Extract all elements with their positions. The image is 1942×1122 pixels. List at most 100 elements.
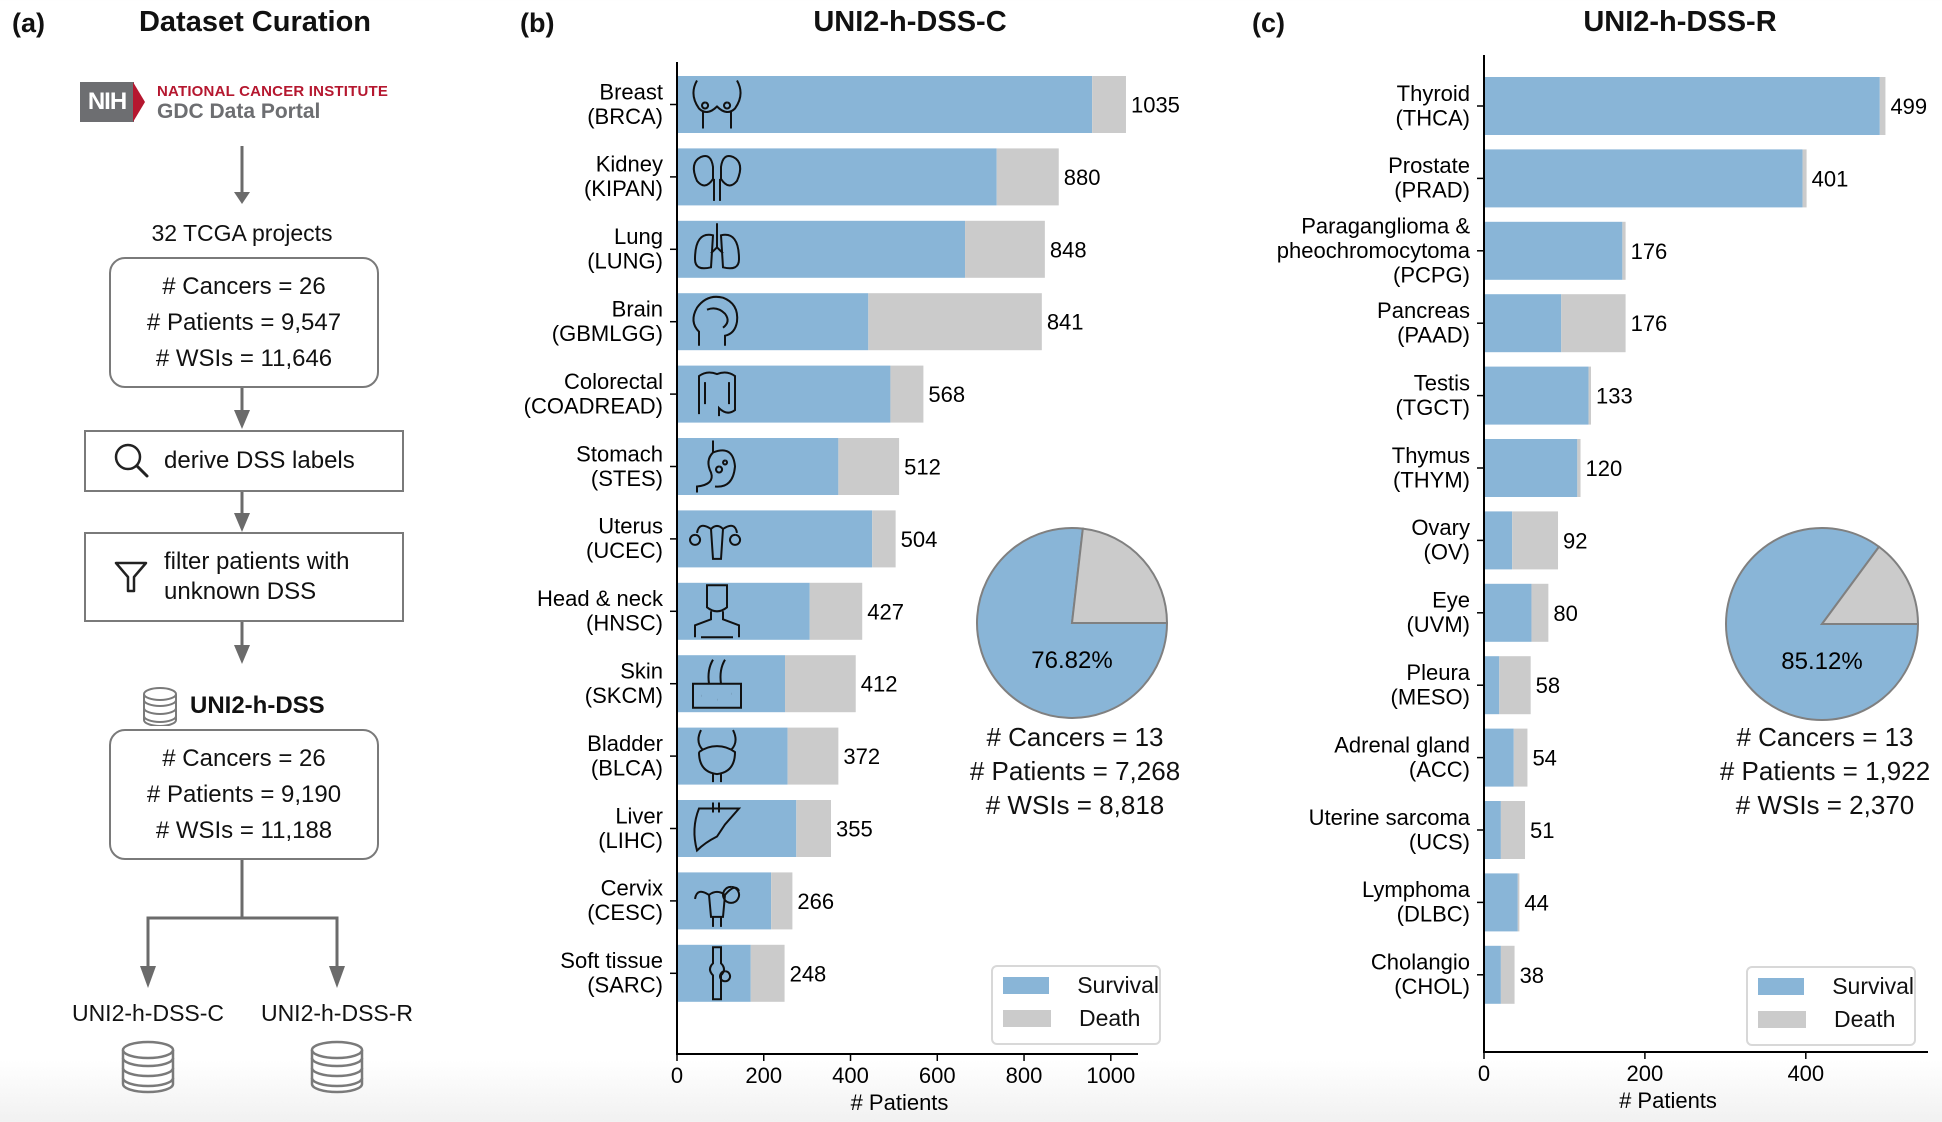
panel-a-label: (a) (12, 8, 45, 38)
bar-total-label: 266 (797, 889, 834, 914)
panel-b-label: (b) (520, 8, 555, 38)
bar-total-label: 848 (1050, 237, 1087, 262)
legend-swatch-survival (1758, 978, 1805, 995)
bar-survival (678, 148, 997, 206)
nih-gdc-logo: NIH NATIONAL CANCER INSTITUTE GDC Data P… (80, 82, 388, 122)
source-patients: # Patients = 9,547 (146, 308, 342, 336)
y-category-label: Paraganglioma & (1301, 213, 1470, 238)
filter-step-line2: unknown DSS (164, 578, 317, 605)
bar-death (868, 293, 1042, 351)
y-category-label: (OV) (1424, 540, 1470, 565)
bar-total-label: 499 (1890, 94, 1927, 119)
bar-survival (678, 293, 869, 351)
output-dss-r-label: UNI2-h-DSS-R (260, 1000, 414, 1026)
y-category-label: Adrenal gland (1334, 732, 1470, 757)
bar-death (1513, 728, 1528, 787)
y-category-label: Skin (620, 658, 663, 683)
bar-total-label: 880 (1064, 165, 1101, 190)
bar-death (1517, 873, 1520, 932)
bar-total-label: 427 (867, 599, 904, 624)
dataset-stats-box: # Cancers = 26 # Patients = 9,190 # WSIs… (109, 729, 379, 860)
bar-death (771, 872, 793, 930)
stomach-icon (696, 440, 737, 493)
dss-r-legend: Survival Death (1746, 966, 1916, 1046)
bar-death (809, 582, 863, 640)
y-category-label: Eye (1432, 588, 1470, 613)
y-category-label: Lung (614, 224, 663, 249)
y-category-label: (THCA) (1395, 105, 1470, 130)
y-category-label: (MESO) (1391, 684, 1470, 709)
y-category-label: Stomach (576, 441, 663, 466)
bar-death (1879, 77, 1886, 135)
bar-total-label: 133 (1596, 384, 1633, 409)
y-category-label: pheochromocytoma (1277, 238, 1471, 263)
source-label: 32 TCGA projects (151, 220, 333, 246)
bar-total-label: 120 (1586, 456, 1623, 481)
y-category-label: (CESC) (587, 900, 663, 925)
dataset-patients: # Patients = 9,190 (146, 780, 342, 808)
legend-swatch-survival (1003, 977, 1050, 994)
bar-death (1577, 439, 1581, 497)
bar-total-label: 51 (1530, 818, 1554, 843)
bar-total-label: 568 (928, 382, 965, 407)
bar-death (750, 944, 785, 1002)
dataset-cancers: # Cancers = 26 (162, 744, 326, 772)
x-tick-label: 400 (1787, 1061, 1824, 1086)
derive-step-label: derive DSS labels (164, 447, 355, 474)
bar-total-label: 176 (1631, 239, 1668, 264)
skin-icon (692, 659, 742, 709)
bar-survival (1485, 366, 1589, 425)
bar-death (1500, 945, 1515, 1004)
dataset-wsis: # WSIs = 11,188 (155, 816, 333, 844)
bar-death (996, 148, 1059, 206)
dss-r-patients: # Patients = 1,922 (1719, 756, 1931, 786)
bar-death (1561, 294, 1626, 353)
y-category-label: Thyroid (1397, 81, 1470, 106)
bar-total-label: 44 (1524, 890, 1548, 915)
bar-total-label: 512 (904, 455, 941, 480)
arrow-split (146, 856, 244, 972)
y-category-label: Head & neck (537, 586, 664, 611)
y-category-label: Pancreas (1377, 298, 1470, 323)
y-category-label: (PCPG) (1393, 262, 1470, 287)
gdc-label: GDC Data Portal (157, 100, 321, 123)
bar-total-label: 412 (861, 672, 898, 697)
y-category-label: Colorectal (564, 369, 663, 394)
bar-total-label: 372 (843, 744, 880, 769)
source-wsis: # WSIs = 11,646 (155, 344, 333, 372)
dss-c-wsis: # WSIs = 8,818 (985, 790, 1165, 820)
dss-c-stats: # Cancers = 13 # Patients = 7,268 # WSIs… (940, 720, 1210, 822)
bar-survival (678, 510, 873, 568)
pie-percentage-label: 76.82% (1031, 647, 1112, 674)
bar-death (1500, 801, 1526, 859)
bar-survival (1485, 945, 1501, 1004)
x-tick-label: 400 (832, 1063, 869, 1088)
y-category-label: (PRAD) (1394, 178, 1470, 203)
bar-survival (1485, 873, 1518, 932)
bar-total-label: 355 (836, 817, 873, 842)
bar-survival (678, 76, 1093, 133)
database-icon (310, 1040, 364, 1094)
y-category-label: Lymphoma (1362, 877, 1471, 902)
pie-slice-death (1070, 527, 1169, 624)
x-tick-label: 0 (671, 1063, 683, 1088)
y-category-label: (ACC) (1409, 757, 1470, 782)
bar-survival (678, 727, 788, 785)
x-tick-label: 1000 (1086, 1063, 1135, 1088)
bar-death (1092, 76, 1126, 133)
bar-total-label: 401 (1812, 166, 1849, 191)
bar-survival (678, 365, 891, 423)
bar-total-label: 38 (1520, 963, 1544, 988)
bar-death (787, 727, 839, 785)
bar-survival (1485, 511, 1513, 570)
y-category-label: (BLCA) (591, 755, 663, 780)
lung-icon (693, 223, 741, 270)
bar-total-label: 1035 (1131, 93, 1180, 118)
bar-death (1531, 583, 1549, 642)
y-category-label: (SKCM) (585, 683, 663, 708)
y-category-label: (LIHC) (598, 828, 663, 853)
legend-label-death: Death (1079, 1005, 1141, 1031)
y-category-label: (HNSC) (586, 611, 663, 636)
dataset-header: UNI2-h-DSS (140, 686, 325, 726)
